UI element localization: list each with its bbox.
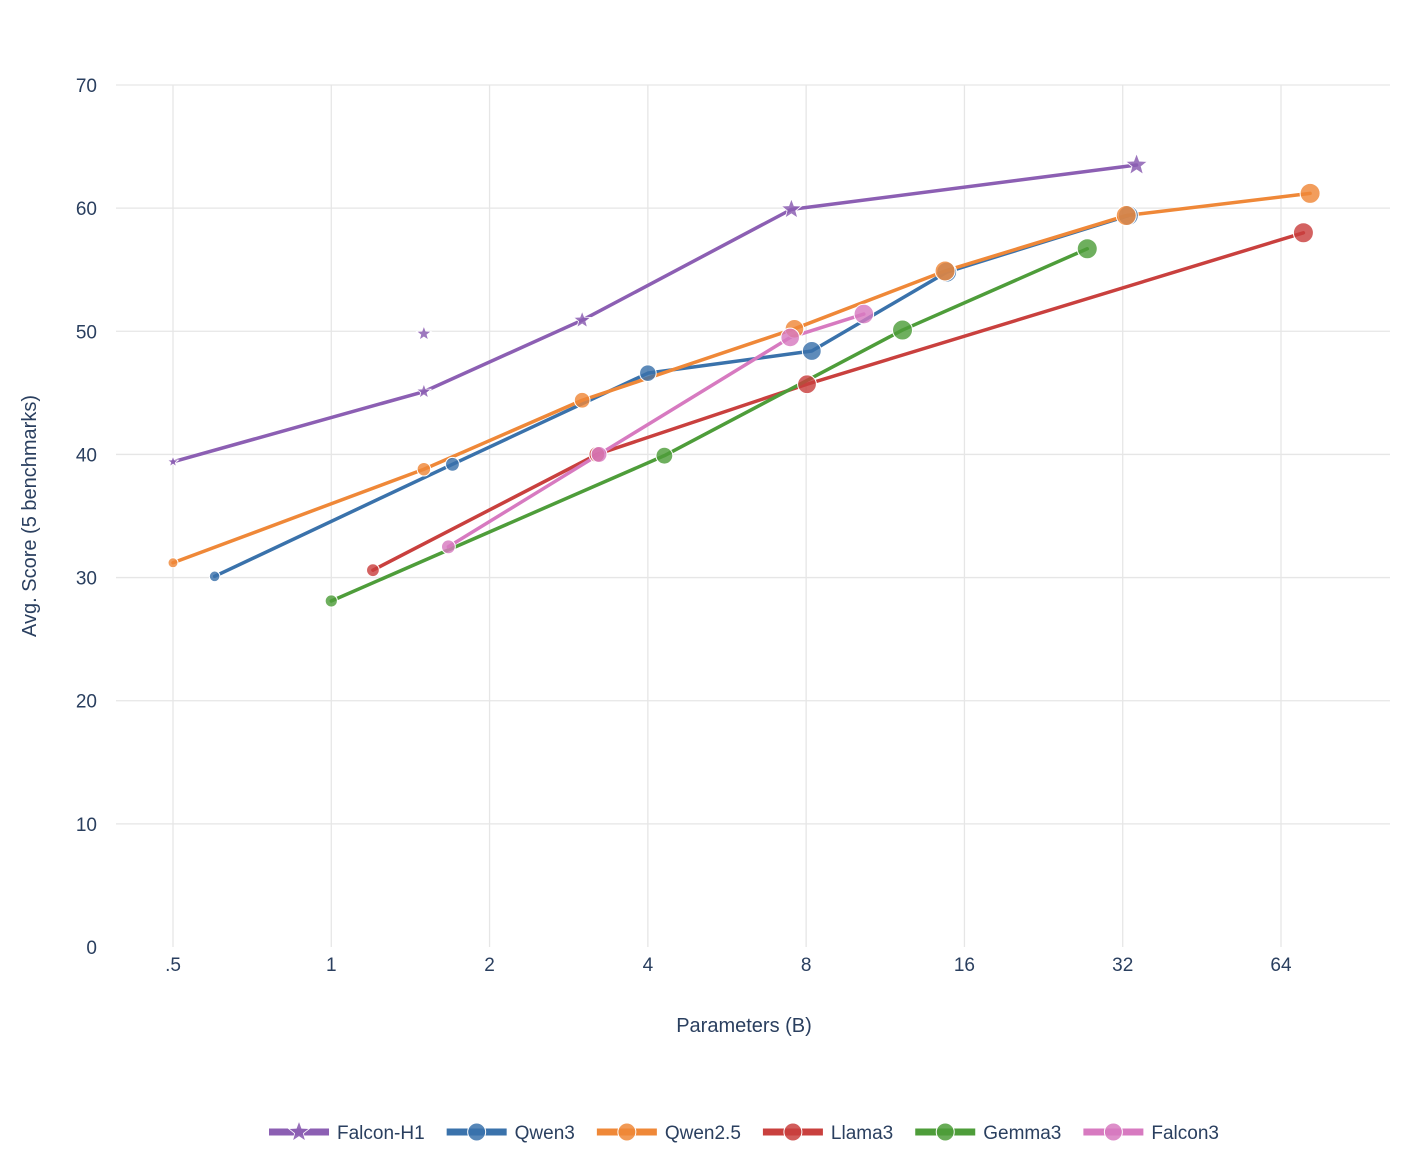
data-point-falcon-h1[interactable] [1124, 152, 1149, 176]
series-line-qwen3[interactable] [212, 213, 1131, 579]
x-axis-title: Parameters (B) [676, 1015, 812, 1037]
data-point-falcon-h1[interactable] [780, 197, 803, 219]
legend-label: Falcon3 [1151, 1123, 1219, 1144]
data-point-falcon3[interactable] [853, 303, 875, 325]
legend-label: Falcon-H1 [337, 1123, 425, 1144]
x-axis-ticks: .5 1 2 4 8 16 32 64 [165, 955, 1292, 976]
y-tick-label: 60 [76, 199, 97, 220]
data-point-falcon-h1[interactable] [572, 310, 592, 329]
data-point-falcon-h1[interactable] [166, 454, 180, 468]
legend-label: Qwen3 [515, 1123, 575, 1144]
data-point-qwen2.5[interactable] [416, 461, 432, 477]
legend-item-gemma3[interactable]: Gemma3 [915, 1122, 1061, 1144]
y-tick-label: 70 [76, 76, 97, 97]
y-axis-ticks: 0 10 20 30 40 50 60 70 [76, 76, 97, 959]
legend-item-falcon-h1[interactable]: Falcon-H1 [269, 1119, 425, 1144]
x-tick-label: 8 [801, 955, 812, 976]
data-point-qwen2.5[interactable] [167, 557, 179, 569]
x-tick-label: 4 [643, 955, 654, 976]
data-point-llama3[interactable] [366, 563, 380, 578]
legend-item-qwen2.5[interactable]: Qwen2.5 [596, 1122, 741, 1144]
data-point-falcon-h1[interactable] [415, 382, 433, 399]
x-tick-label: 64 [1270, 955, 1292, 976]
data-point-qwen2.5[interactable] [1299, 182, 1321, 204]
y-tick-label: 50 [76, 322, 97, 343]
legend-item-qwen3[interactable]: Qwen3 [446, 1122, 575, 1144]
legend-circle-icon [935, 1122, 955, 1142]
data-point-qwen3[interactable] [801, 341, 822, 361]
series-line-gemma3[interactable] [329, 247, 1090, 603]
data-point-falcon3[interactable] [440, 539, 456, 555]
data-point-qwen2.5[interactable] [1115, 205, 1137, 227]
y-tick-label: 20 [76, 692, 97, 713]
series-line-llama3[interactable] [371, 231, 1306, 572]
x-tick-label: 2 [484, 955, 495, 976]
legend-item-llama3[interactable]: Llama3 [762, 1122, 893, 1144]
data-point-gemma3[interactable] [655, 446, 674, 465]
y-tick-label: 30 [76, 569, 97, 590]
data-point-qwen3[interactable] [208, 570, 221, 583]
legend-circle-icon [617, 1122, 637, 1142]
x-tick-label: 16 [954, 955, 975, 976]
series-lines [171, 163, 1312, 603]
x-tick-label: 1 [326, 955, 337, 976]
legend[interactable]: Falcon-H1 Qwen3 Qwen2.5 Llama3 Gemma3 Falcon3 [269, 1119, 1219, 1144]
legend-circle-icon [467, 1122, 487, 1142]
data-point-qwen2.5[interactable] [934, 260, 956, 282]
data-point-qwen3[interactable] [639, 364, 657, 382]
legend-label: Llama3 [831, 1123, 893, 1144]
legend-star-icon [287, 1119, 311, 1142]
series-markers [166, 152, 1321, 608]
data-point-falcon3[interactable] [780, 327, 800, 348]
data-point-gemma3[interactable] [324, 594, 338, 608]
data-point-llama3[interactable] [1292, 222, 1314, 244]
legend-circle-icon [783, 1122, 803, 1142]
y-axis-title: Avg. Score (5 benchmarks) [19, 395, 41, 637]
legend-label: Qwen2.5 [665, 1123, 741, 1144]
series-line-falcon-h1[interactable] [171, 163, 1139, 464]
data-point-qwen2.5[interactable] [573, 391, 591, 409]
y-tick-label: 10 [76, 815, 97, 836]
y-tick-label: 0 [86, 938, 97, 959]
data-point-falcon-h1[interactable] [415, 324, 433, 341]
data-point-falcon3[interactable] [590, 445, 608, 463]
x-tick-label: .5 [165, 955, 181, 976]
data-point-gemma3[interactable] [1076, 238, 1098, 260]
legend-item-falcon3[interactable]: Falcon3 [1083, 1122, 1219, 1144]
data-point-qwen3[interactable] [445, 456, 460, 472]
data-point-llama3[interactable] [797, 374, 817, 395]
legend-circle-icon [1103, 1122, 1123, 1142]
series-line-falcon3[interactable] [446, 312, 866, 549]
legend-label: Gemma3 [983, 1123, 1061, 1144]
x-tick-label: 32 [1112, 955, 1133, 976]
y-tick-label: 40 [76, 445, 97, 466]
grid [116, 84, 1390, 947]
series-line-qwen2.5[interactable] [171, 191, 1312, 565]
data-point-gemma3[interactable] [892, 319, 914, 341]
